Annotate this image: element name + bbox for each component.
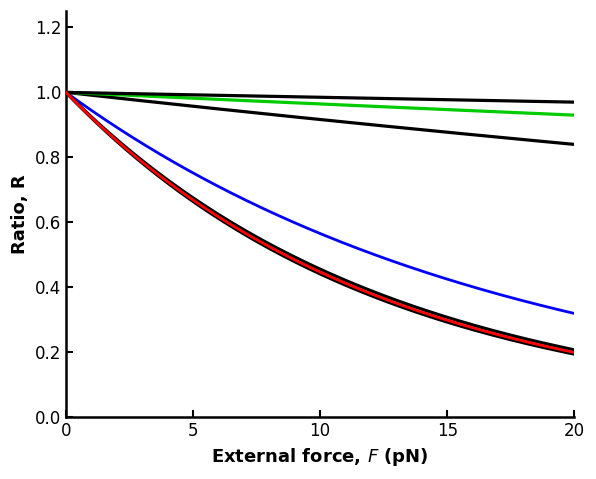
Y-axis label: Ratio, R: Ratio, R	[11, 174, 29, 254]
X-axis label: External force, $\mathbf{\mathit{F}}$ (pN): External force, $\mathbf{\mathit{F}}$ (p…	[212, 446, 429, 468]
